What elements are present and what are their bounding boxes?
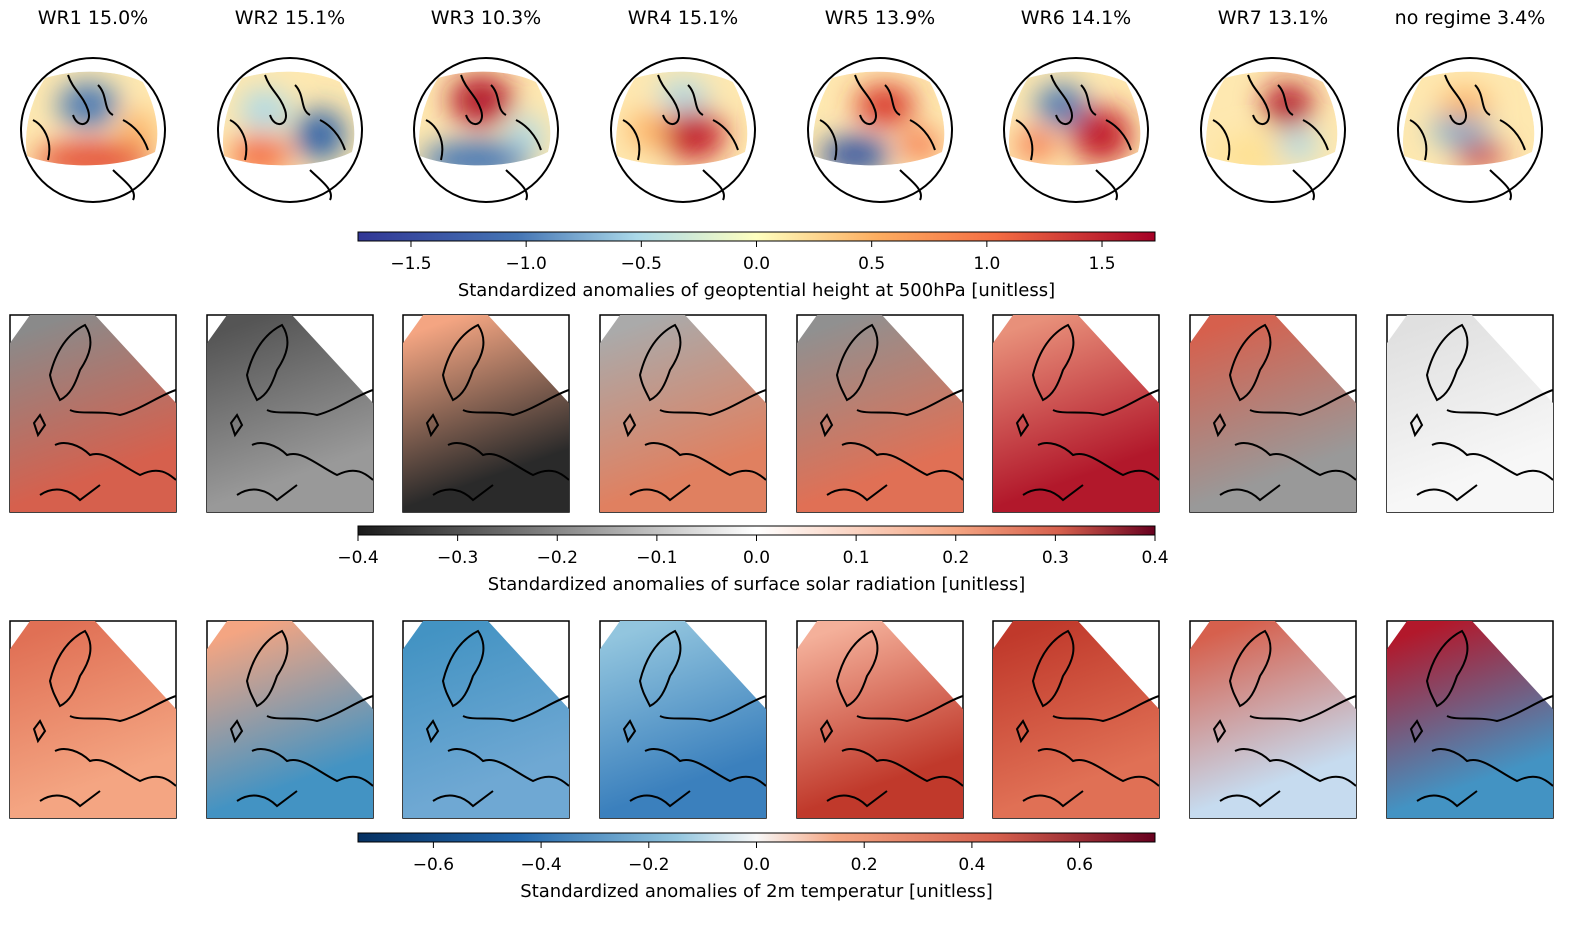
colorbar <box>357 832 1156 843</box>
tick-label: 0.3 <box>1042 548 1069 568</box>
blobs <box>421 75 544 166</box>
coastline <box>1015 323 1160 502</box>
anomaly <box>1278 130 1318 160</box>
panel-title: WR3 10.3% <box>431 7 541 29</box>
panel-title: no regime 3.4% <box>1395 7 1546 29</box>
anomaly <box>449 75 513 125</box>
coastline <box>425 74 542 201</box>
panel-title: WR4 15.1% <box>628 7 738 29</box>
tick-label: −0.3 <box>437 548 478 568</box>
tick-label: 0.0 <box>743 254 770 274</box>
coastline <box>819 629 964 808</box>
blobs <box>1016 85 1131 163</box>
blobs <box>1430 90 1505 166</box>
anomaly <box>295 110 345 160</box>
panel-title: WR2 15.1% <box>235 7 345 29</box>
coastline <box>1212 74 1329 201</box>
colorbar <box>357 231 1156 242</box>
coastline <box>1015 629 1160 808</box>
tick-label: −0.5 <box>621 254 662 274</box>
coastline <box>622 323 767 502</box>
coastline <box>1409 323 1554 502</box>
tick-label: 1.5 <box>1088 254 1115 274</box>
colorbar-label: Standardized anomalies of geoptential he… <box>458 280 1055 301</box>
coastline <box>1409 629 1554 808</box>
coastline <box>622 74 739 201</box>
geopotential-field <box>812 71 945 166</box>
panel-title: WR6 14.1% <box>1021 7 1131 29</box>
anomaly <box>1036 85 1086 125</box>
anomaly <box>1263 83 1313 127</box>
tick-label: −1.5 <box>390 254 431 274</box>
blobs <box>1218 83 1318 166</box>
geopotential-field <box>1205 71 1338 166</box>
colorbar-label: Standardized anomalies of surface solar … <box>488 574 1025 595</box>
coastline <box>1409 74 1526 201</box>
coastline <box>32 74 149 201</box>
coastline <box>1015 74 1132 201</box>
anomaly <box>1016 130 1056 160</box>
tick-label: −0.1 <box>636 548 677 568</box>
tick-label: 0.4 <box>958 855 985 875</box>
colorbar <box>357 525 1156 536</box>
tick-label: 0.2 <box>851 855 878 875</box>
geopotential-field <box>615 71 748 166</box>
coastline <box>622 629 767 808</box>
panel-title: WR5 13.9% <box>825 7 935 29</box>
tick-label: −0.2 <box>628 855 669 875</box>
tick-label: 0.5 <box>858 254 885 274</box>
coastline <box>425 629 570 808</box>
anomaly <box>1440 90 1490 120</box>
coastline <box>819 323 964 502</box>
anomaly <box>240 90 290 130</box>
coastline <box>1212 629 1357 808</box>
tick-label: 1.0 <box>973 254 1000 274</box>
tick-label: 0.1 <box>843 548 870 568</box>
tick-label: −0.4 <box>337 548 378 568</box>
tick-label: −0.4 <box>520 855 561 875</box>
anomaly <box>1430 115 1490 145</box>
geopotential-field <box>1402 71 1535 166</box>
anomaly <box>1455 143 1505 166</box>
anomaly <box>508 117 544 153</box>
coastline <box>32 629 177 808</box>
tick-label: 0.0 <box>743 855 770 875</box>
coastline <box>425 323 570 502</box>
anomaly <box>1071 107 1131 163</box>
tick-label: 0.4 <box>1141 548 1168 568</box>
tick-label: 0.0 <box>743 548 770 568</box>
coastline <box>1212 323 1357 502</box>
panel-title: WR1 15.0% <box>38 7 148 29</box>
coastline <box>819 74 936 201</box>
anomaly <box>421 142 531 166</box>
coastline <box>229 629 374 808</box>
anomaly <box>658 80 708 110</box>
geopotential-field <box>1008 71 1141 166</box>
panel-title: WR7 13.1% <box>1218 7 1328 29</box>
tick-label: −0.6 <box>413 855 454 875</box>
coastline <box>32 323 177 502</box>
tick-label: 0.6 <box>1066 855 1093 875</box>
tick-label: −0.2 <box>537 548 578 568</box>
tick-label: −1.0 <box>506 254 547 274</box>
coastline <box>229 74 346 201</box>
geopotential-field <box>418 71 551 166</box>
anomaly <box>661 110 725 160</box>
anomaly <box>120 112 156 148</box>
coastline <box>229 323 374 502</box>
colorbar-label: Standardized anomalies of 2m temperatur … <box>520 881 992 902</box>
anomaly <box>33 142 153 166</box>
tick-label: 0.2 <box>942 548 969 568</box>
